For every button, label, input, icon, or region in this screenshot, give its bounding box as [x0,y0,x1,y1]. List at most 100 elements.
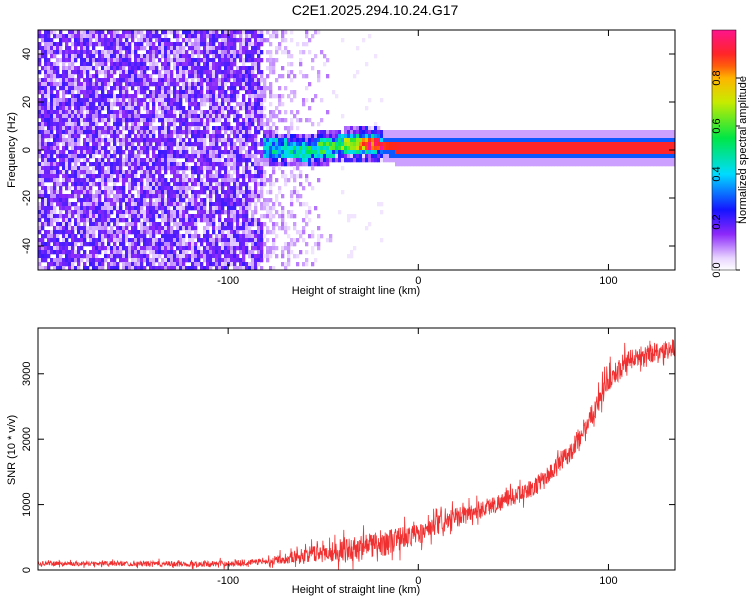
heatmap-cell [146,74,150,79]
heatmap-cell [95,110,99,115]
heatmap-cell [257,98,261,103]
heatmap-cell [92,34,96,39]
heatmap-cell [95,166,99,171]
heatmap-cell [143,86,147,91]
heatmap-cell [134,170,138,175]
heatmap-cell [206,42,210,47]
heatmap-cell [44,266,48,270]
heatmap-cell [260,234,264,239]
heatmap-cell [92,218,96,223]
heatmap-cell [53,230,57,235]
heatmap-cell [260,162,264,167]
heatmap-cell [128,246,132,251]
heatmap-cell [47,178,51,183]
heatmap-cell [47,138,51,143]
heatmap-cell [188,234,192,239]
heatmap-cell [275,254,279,259]
heatmap-cell [119,206,123,211]
heatmap-cell [320,138,324,143]
heatmap-cell [461,150,465,155]
heatmap-cell [473,134,477,139]
heatmap-cell [500,138,504,143]
heatmap-cell [191,42,195,47]
heatmap-cell [287,158,291,163]
heatmap-cell [158,82,162,87]
heatmap-cell [203,66,207,71]
heatmap-cell [257,238,261,243]
heatmap-cell [242,94,246,99]
heatmap-cell [236,254,240,259]
heatmap-cell [320,150,324,155]
heatmap-cell [59,126,63,131]
heatmap-cell [494,142,498,147]
heatmap-cell [167,210,171,215]
heatmap-cell [257,90,261,95]
heatmap-cell [221,110,225,115]
heatmap-cell [212,218,216,223]
heatmap-cell [209,38,213,43]
heatmap-cell [206,74,210,79]
heatmap-cell [98,150,102,155]
heatmap-cell [314,134,318,139]
heatmap-cell [182,218,186,223]
heatmap-cell [101,82,105,87]
heatmap-cell [140,214,144,219]
heatmap-cell [239,122,243,127]
heatmap-cell [218,102,222,107]
heatmap-cell [128,178,132,183]
heatmap-cell [446,130,450,135]
heatmap-cell [134,246,138,251]
heatmap-cell [194,202,198,207]
heatmap-cell [176,246,180,251]
heatmap-cell [281,254,285,259]
heatmap-cell [137,130,141,135]
heatmap-cell [245,66,249,71]
heatmap-cell [515,154,519,159]
heatmap-cell [263,198,267,203]
heatmap-cell [80,30,84,35]
heatmap-cell [248,54,252,59]
heatmap-cell [239,262,243,267]
heatmap-cell [482,158,486,163]
heatmap-cell [119,162,123,167]
heatmap-cell [38,222,42,227]
heatmap-cell [152,94,156,99]
heatmap-cell [230,210,234,215]
heatmap-cell [44,234,48,239]
heatmap-cell [197,262,201,267]
heatmap-cell [161,46,165,51]
heatmap-cell [185,122,189,127]
heatmap-cell [251,214,255,219]
heatmap-cell [215,234,219,239]
heatmap-cell [152,90,156,95]
heatmap-cell [275,130,279,135]
heatmap-cell [110,178,114,183]
heatmap-cell [437,146,441,151]
heatmap-cell [155,194,159,199]
heatmap-cell [197,254,201,259]
heatmap-cell [422,150,426,155]
heatmap-cell [518,150,522,155]
heatmap-cell [59,138,63,143]
heatmap-cell [110,130,114,135]
heatmap-cell [491,142,495,147]
heatmap-cell [188,122,192,127]
heatmap-cell [125,58,129,63]
heatmap-cell [455,130,459,135]
heatmap-cell [203,214,207,219]
heatmap-cell [236,82,240,87]
heatmap-cell [266,214,270,219]
heatmap-cell [137,46,141,51]
heatmap-cell [74,110,78,115]
heatmap-cell [350,126,354,131]
heatmap-cell [71,126,75,131]
heatmap-cell [287,150,291,155]
heatmap-cell [374,142,378,147]
heatmap-cell [143,142,147,147]
heatmap-cell [173,86,177,91]
heatmap-cell [263,222,267,227]
heatmap-cell [86,226,90,231]
heatmap-cell [368,222,372,227]
heatmap-cell [128,34,132,39]
heatmap-cell [209,202,213,207]
